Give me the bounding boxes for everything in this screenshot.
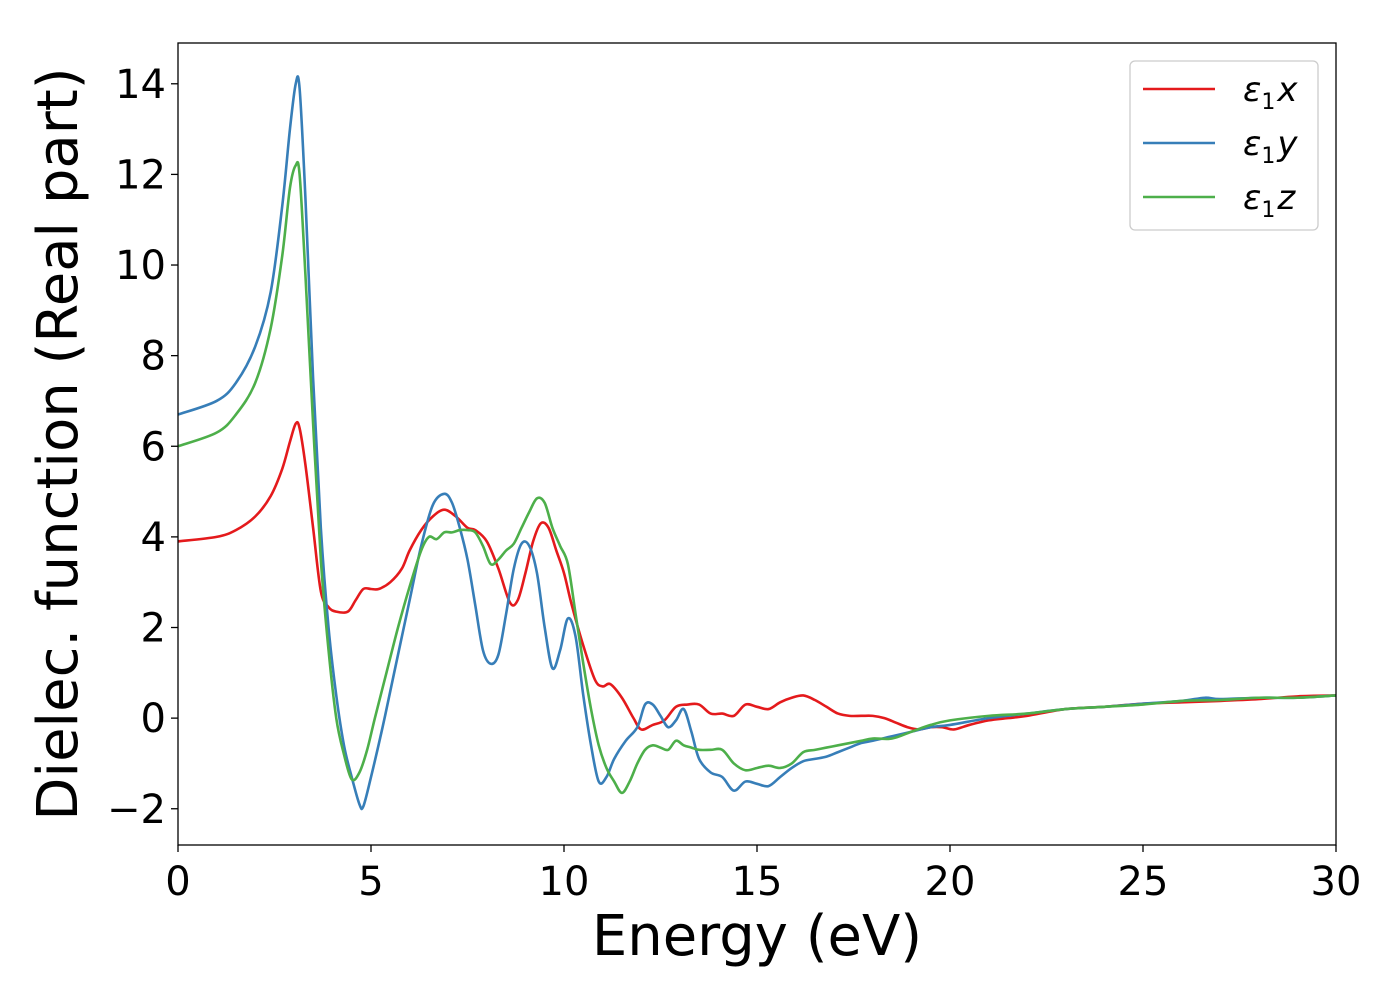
legend: ε1x ε1y ε1z: [1129, 60, 1319, 231]
x-tick-label: 30: [1311, 859, 1362, 905]
y-axis-title: Dielec. function (Real part): [26, 67, 91, 820]
x-tick-label: 20: [925, 859, 976, 905]
y-tick-label: 0: [141, 696, 166, 742]
y-tick-label: 10: [115, 243, 166, 289]
y-tick-label: 6: [141, 424, 166, 470]
y-tick-label: −2: [107, 787, 166, 833]
x-tick-label: 5: [358, 859, 383, 905]
y-tick-label: 12: [115, 152, 166, 198]
legend-label-z: ε1z: [1243, 178, 1296, 223]
x-tick-label: 15: [732, 859, 783, 905]
legend-label-y: ε1y: [1243, 124, 1298, 169]
x-tick-label: 25: [1118, 859, 1169, 905]
x-axis-ticks: 0 5 10 15 20 25 30: [165, 845, 1361, 905]
x-tick-label: 0: [165, 859, 190, 905]
series-line-z: [178, 160, 1336, 795]
y-tick-label: 4: [141, 515, 166, 561]
x-axis-title: Energy (eV): [592, 904, 922, 969]
legend-box: [1129, 60, 1319, 231]
y-tick-label: 8: [141, 334, 166, 380]
x-tick-label: 10: [539, 859, 590, 905]
y-tick-label: 2: [141, 606, 166, 652]
y-axis-ticks: −2 0 2 4 6 8 10 12 14: [107, 62, 178, 833]
legend-label-x: ε1x: [1243, 70, 1298, 115]
y-tick-label: 14: [115, 62, 166, 108]
series-line-x: [178, 420, 1336, 731]
